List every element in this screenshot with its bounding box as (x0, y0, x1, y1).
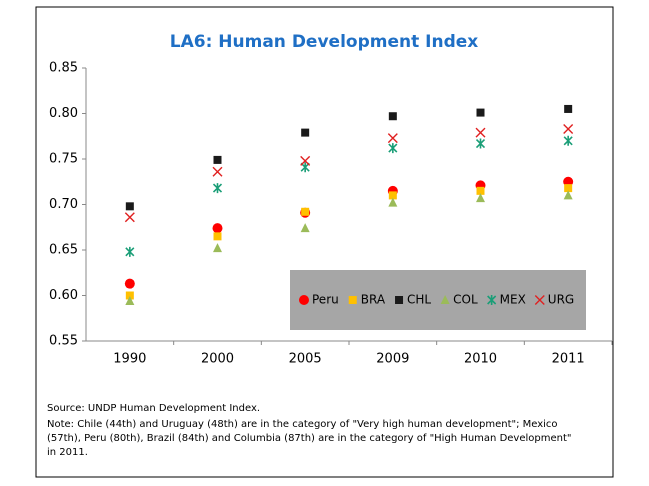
marker (440, 295, 450, 304)
marker (301, 207, 310, 216)
marker (213, 155, 222, 164)
marker (564, 104, 573, 113)
marker (124, 278, 135, 289)
x-tick-label: 2009 (376, 352, 409, 367)
y-tick-label: 0.70 (49, 197, 78, 212)
y-tick-label: 0.80 (49, 106, 78, 121)
legend-label: MEX (500, 293, 526, 307)
marker (125, 202, 134, 211)
marker (563, 190, 573, 200)
x-tick-label: 2010 (464, 352, 497, 367)
marker (476, 186, 485, 195)
marker (564, 184, 573, 193)
marker (125, 291, 134, 300)
y-tick-label: 0.75 (49, 152, 78, 167)
marker (348, 296, 357, 304)
marker (388, 197, 398, 207)
marker (125, 295, 135, 305)
marker (125, 246, 135, 257)
legend-label: URG (548, 293, 574, 307)
marker (212, 166, 223, 177)
marker (475, 127, 486, 138)
marker (213, 243, 222, 253)
marker (395, 296, 404, 304)
y-tick-label: 0.85 (49, 61, 78, 76)
marker (563, 123, 574, 134)
marker (300, 162, 310, 173)
y-tick-label: 0.65 (49, 243, 78, 258)
x-tick-label: 2000 (201, 352, 234, 367)
source: Source: UNDP Human Development Index. (47, 403, 260, 414)
marker (388, 143, 398, 154)
legend-label: COL (453, 293, 478, 307)
x-tick-label: 2011 (552, 352, 585, 367)
marker (487, 295, 497, 305)
chart-title: LA6: Human Development Index (170, 32, 479, 52)
legend-box (290, 270, 586, 330)
frame (35, 6, 614, 478)
legend-label: Peru (312, 293, 339, 307)
marker (388, 191, 397, 200)
marker (299, 295, 309, 305)
x-tick-label: 2005 (289, 352, 322, 367)
marker (212, 223, 223, 234)
marker (475, 138, 486, 149)
legend-label: CHL (407, 293, 431, 307)
marker (388, 112, 397, 121)
marker (213, 232, 222, 241)
marker (476, 108, 485, 117)
marker (563, 135, 573, 146)
y-tick-label: 0.60 (49, 288, 78, 303)
note: Note: Chile (44th) and Uruguay (48th) ar… (47, 419, 558, 430)
marker (124, 212, 135, 223)
y-tick-label: 0.55 (49, 334, 78, 349)
marker (300, 155, 311, 166)
marker (300, 223, 310, 233)
marker (301, 128, 310, 137)
note: in 2011. (47, 447, 88, 458)
x-tick-label: 1990 (113, 352, 146, 367)
marker (534, 295, 545, 305)
note: (57th), Peru (80th), Brazil (84th) and C… (47, 433, 572, 444)
marker (476, 193, 485, 203)
legend-label: BRA (361, 293, 386, 307)
marker (387, 133, 398, 144)
marker (212, 183, 223, 194)
